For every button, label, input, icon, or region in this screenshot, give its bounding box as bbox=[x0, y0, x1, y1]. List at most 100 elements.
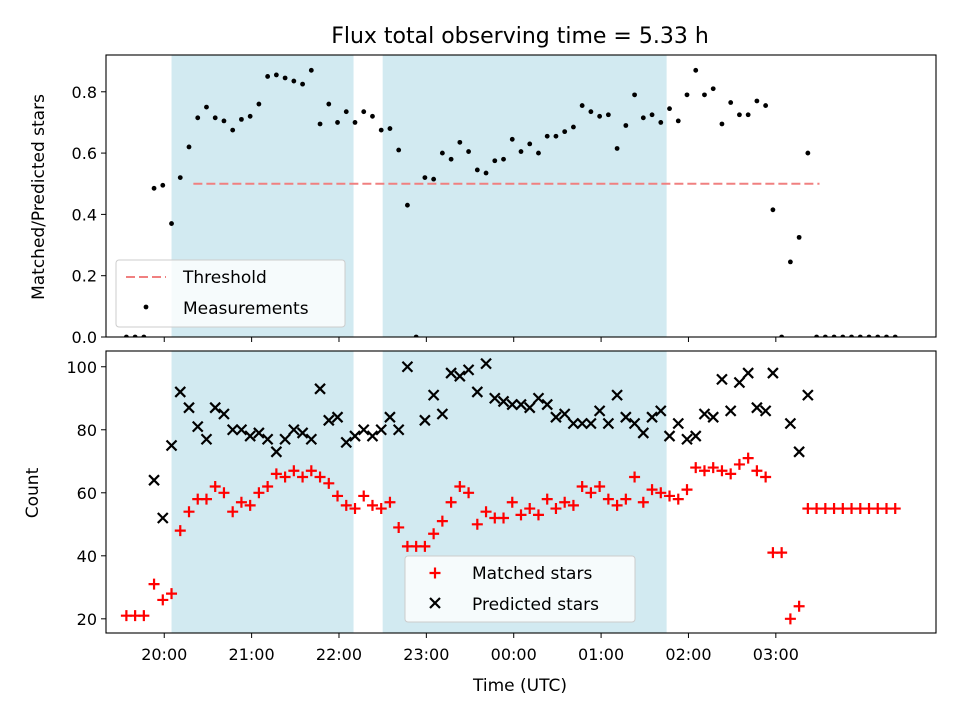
matched-stars-point bbox=[384, 496, 396, 508]
measurements-point bbox=[308, 67, 314, 73]
matched-stars-point bbox=[200, 493, 212, 505]
measurements-point bbox=[326, 101, 332, 107]
matched-stars-point bbox=[742, 452, 754, 464]
measurements-point bbox=[770, 207, 776, 213]
predicted-stars-point bbox=[698, 408, 711, 420]
measurements-point bbox=[483, 170, 489, 176]
predicted-stars-point bbox=[532, 392, 545, 405]
legend-predicted-swatch bbox=[429, 597, 441, 609]
matched-stars-point bbox=[611, 499, 623, 511]
matched-stars-point bbox=[698, 465, 710, 477]
matched-stars-point bbox=[349, 503, 361, 515]
measurements-point bbox=[614, 146, 620, 151]
matched-stars-point bbox=[515, 509, 527, 521]
matched-stars-point bbox=[262, 480, 274, 492]
x-tick-label: 22:00 bbox=[316, 645, 362, 664]
measurements-point bbox=[640, 115, 646, 121]
measurements-point bbox=[597, 113, 603, 119]
predicted-stars-point bbox=[148, 474, 160, 486]
predicted-stars-point bbox=[375, 423, 387, 436]
matched-stars-point bbox=[567, 499, 579, 511]
top-y-tick-label: 0.8 bbox=[72, 83, 97, 102]
predicted-stars-point bbox=[235, 423, 248, 436]
measurements-point bbox=[623, 123, 629, 128]
matched-stars-point bbox=[524, 503, 536, 515]
matched-stars-point bbox=[620, 493, 632, 505]
matched-stars-point bbox=[314, 471, 326, 483]
measurements-point bbox=[875, 334, 881, 337]
measurements-point bbox=[151, 185, 157, 191]
measurements-point bbox=[387, 126, 393, 131]
top-y-axis-label: Matched/Predicted stars bbox=[29, 94, 49, 300]
measurements-point bbox=[160, 182, 166, 188]
predicted-stars-point bbox=[576, 417, 588, 430]
predicted-stars-point bbox=[497, 395, 510, 408]
predicted-stars-point bbox=[445, 367, 457, 379]
matched-stars-point bbox=[760, 471, 772, 483]
measurements-point bbox=[501, 156, 506, 162]
matched-stars-point bbox=[576, 480, 588, 492]
measurements-point bbox=[343, 109, 349, 115]
predicted-stars-point bbox=[646, 411, 658, 423]
matched-stars-point bbox=[594, 480, 606, 492]
predicted-stars-point bbox=[724, 405, 737, 417]
measurements-point bbox=[763, 103, 769, 108]
top-legend-box bbox=[115, 259, 346, 328]
predicted-stars-point bbox=[751, 401, 763, 414]
measurements-point bbox=[405, 202, 410, 208]
measurements-point bbox=[509, 136, 515, 142]
predicted-stars-point bbox=[611, 389, 623, 401]
predicted-stars-point bbox=[314, 383, 326, 395]
predicted-stars-point bbox=[392, 423, 405, 436]
predicted-stars-point bbox=[802, 389, 814, 401]
measurements-point bbox=[123, 334, 129, 337]
predicted-stars-point bbox=[366, 430, 379, 442]
predicted-stars-point bbox=[602, 417, 615, 430]
predicted-stars-point bbox=[401, 360, 414, 373]
measurements-point bbox=[857, 334, 863, 337]
legend-measurements-swatch bbox=[143, 304, 149, 310]
matched-stars-point bbox=[428, 528, 440, 540]
measurements-point bbox=[579, 103, 585, 108]
predicted-stars-point bbox=[793, 446, 805, 458]
matched-stars-point bbox=[716, 465, 728, 477]
predicted-stars-point bbox=[454, 370, 466, 382]
measurements-point bbox=[866, 334, 872, 337]
top-observing-window-1 bbox=[382, 55, 667, 337]
matched-stars-point bbox=[297, 471, 309, 483]
measurements-point bbox=[141, 334, 147, 337]
measurements-point bbox=[352, 120, 358, 125]
measurements-point bbox=[177, 175, 183, 181]
x-tick-label: 23:00 bbox=[403, 645, 449, 664]
measurements-point bbox=[787, 259, 793, 265]
matched-stars-point bbox=[725, 468, 737, 480]
predicted-stars-point bbox=[183, 401, 195, 414]
predicted-stars-point bbox=[689, 430, 702, 442]
matched-stars-point bbox=[559, 496, 571, 508]
matched-stars-point bbox=[323, 477, 335, 489]
predicted-stars-point bbox=[165, 439, 178, 452]
predicted-stars-point bbox=[515, 398, 527, 411]
measurements-point bbox=[745, 112, 751, 118]
measurements-point bbox=[186, 144, 192, 150]
measurements-point bbox=[212, 115, 218, 121]
matched-stars-point bbox=[157, 594, 169, 606]
measurements-point bbox=[892, 334, 898, 337]
matched-stars-point bbox=[664, 490, 676, 502]
bottom-legend-box bbox=[404, 555, 636, 623]
bottom-data-layer bbox=[120, 357, 901, 625]
matched-stars-point bbox=[793, 600, 805, 612]
legend-predicted-label: Predicted stars bbox=[472, 595, 599, 615]
measurements-point bbox=[796, 234, 802, 240]
matched-stars-point bbox=[166, 588, 178, 600]
measurements-point bbox=[282, 75, 288, 81]
matched-stars-point bbox=[332, 490, 344, 502]
measurements-point bbox=[413, 334, 419, 337]
legend-matched-label: Matched stars bbox=[472, 564, 592, 584]
predicted-stars-point bbox=[244, 430, 256, 442]
measurements-point bbox=[737, 112, 742, 118]
top-axes-frame bbox=[105, 54, 937, 338]
measurements-point bbox=[553, 133, 559, 139]
matched-stars-point bbox=[733, 458, 745, 470]
